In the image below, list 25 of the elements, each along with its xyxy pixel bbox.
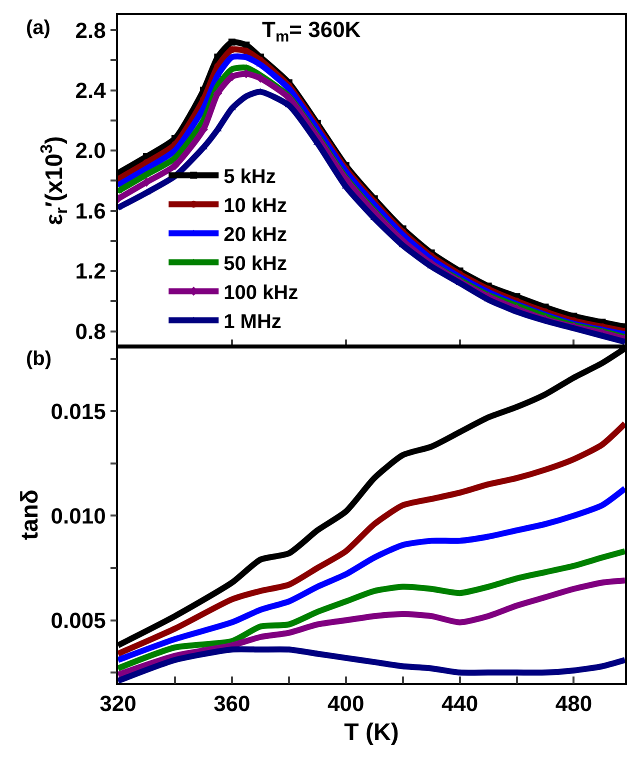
y-tick-label: 0.015 — [50, 398, 106, 424]
y-tick-label: 1.6 — [75, 198, 106, 224]
x-tick-label: 440 — [441, 691, 478, 716]
text: (a) — [26, 17, 50, 39]
legend-label: 50 kHz — [224, 253, 288, 275]
y-tick-label: 2.8 — [75, 18, 106, 43]
y-tick-label: 1.2 — [75, 258, 106, 284]
x-tick-label: 480 — [555, 691, 592, 716]
x-axis-title: T (K) — [344, 718, 399, 746]
x-tick-label: 320 — [100, 691, 136, 716]
x-tick-label: 360 — [214, 691, 250, 716]
legend-label: 1 MHz — [224, 311, 282, 333]
y-tick-label: 2.0 — [75, 138, 106, 164]
legend-label: 20 kHz — [224, 224, 288, 246]
legend-label: 100 kHz — [224, 282, 298, 304]
y-axis-title: tanδ — [16, 489, 44, 540]
y-tick-label: 0.8 — [75, 318, 106, 344]
text: (b) — [26, 348, 52, 370]
annotation: T$_{m}$= 360K — [262, 17, 361, 46]
legend-label: 10 kHz — [224, 195, 288, 217]
y-tick-label: 0.010 — [50, 503, 106, 528]
legend-label: 5 kHz — [224, 166, 276, 188]
y-tick-label: 0.005 — [50, 608, 106, 633]
y-tick-label: 2.4 — [75, 78, 107, 103]
x-tick-label: 400 — [328, 691, 364, 716]
